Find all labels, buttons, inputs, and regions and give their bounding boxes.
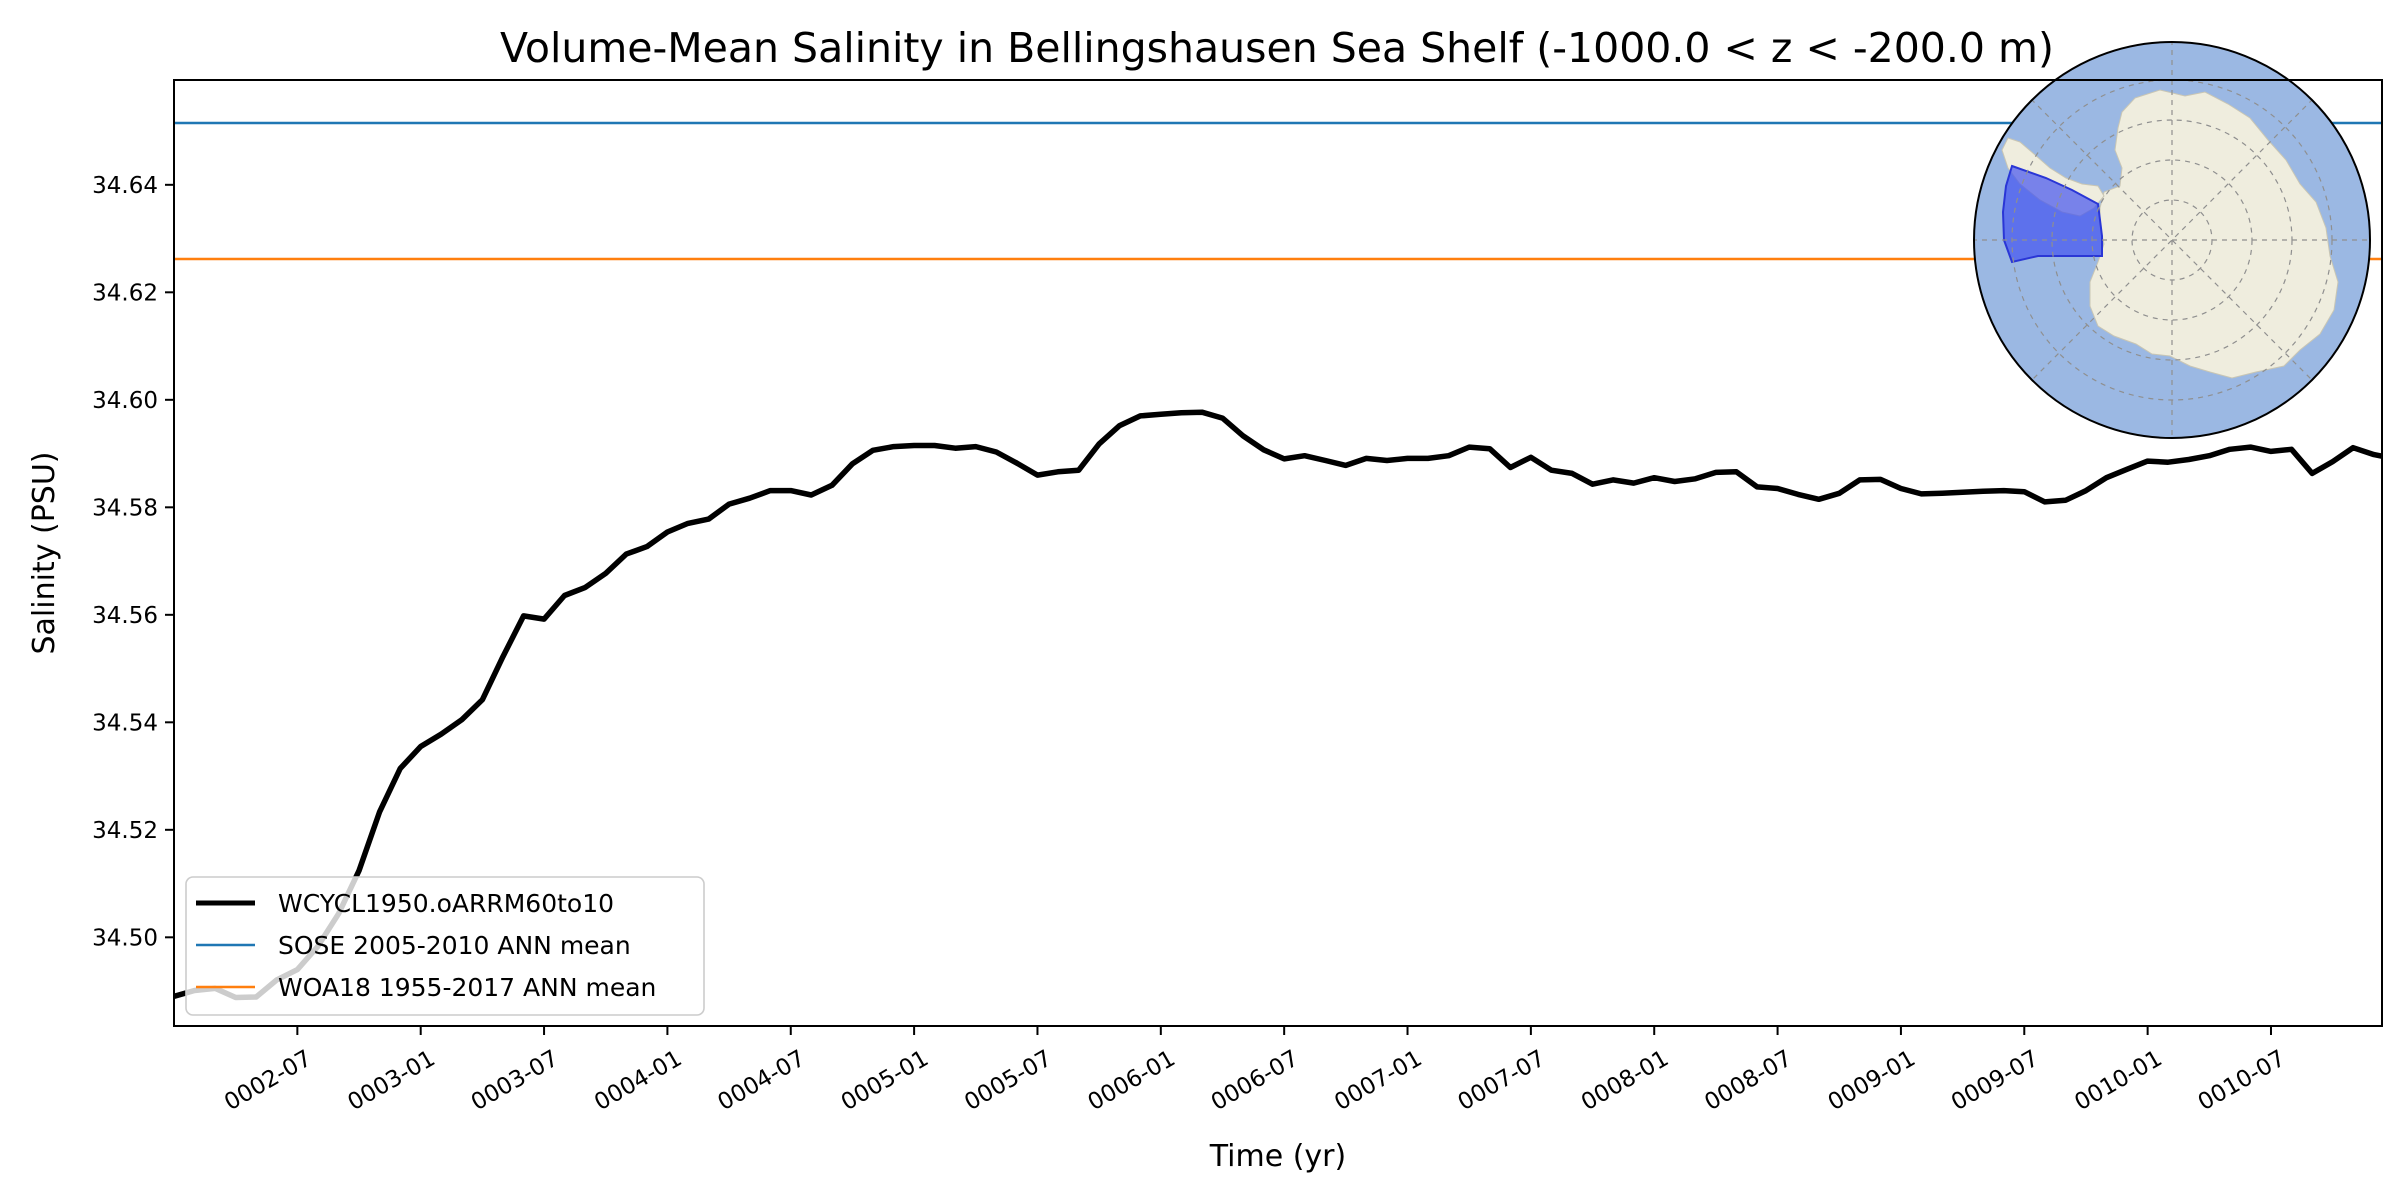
y-tick-label: 34.62 [92,280,158,306]
y-tick-label: 34.54 [92,710,158,736]
y-tick-label: 34.58 [92,495,158,521]
y-tick-label: 34.50 [92,925,158,951]
y-tick-label: 34.56 [92,603,158,629]
y-tick-label: 34.64 [92,173,158,199]
x-axis-label: Time (yr) [1209,1139,1346,1174]
bellingshausen-region [2001,164,2103,264]
y-tick-label: 34.52 [92,818,158,844]
inset-map [1973,41,2371,439]
y-tick-label: 34.60 [92,388,158,414]
chart-title: Volume-Mean Salinity in Bellingshausen S… [500,24,2054,72]
legend: WCYCL1950.oARRM60to10 SOSE 2005-2010 ANN… [185,876,705,1016]
legend-label-sose: SOSE 2005-2010 ANN mean [278,931,631,960]
legend-label-model: WCYCL1950.oARRM60to10 [278,889,614,918]
model-salinity-line [174,409,2382,1001]
legend-box [185,876,705,1016]
y-axis-label: Salinity (PSU) [27,452,62,655]
inset-map-border [1973,41,2371,439]
plot-frame [173,79,2383,1027]
graticule [1974,42,2370,438]
legend-label-woa: WOA18 1955-2017 ANN mean [278,973,656,1002]
